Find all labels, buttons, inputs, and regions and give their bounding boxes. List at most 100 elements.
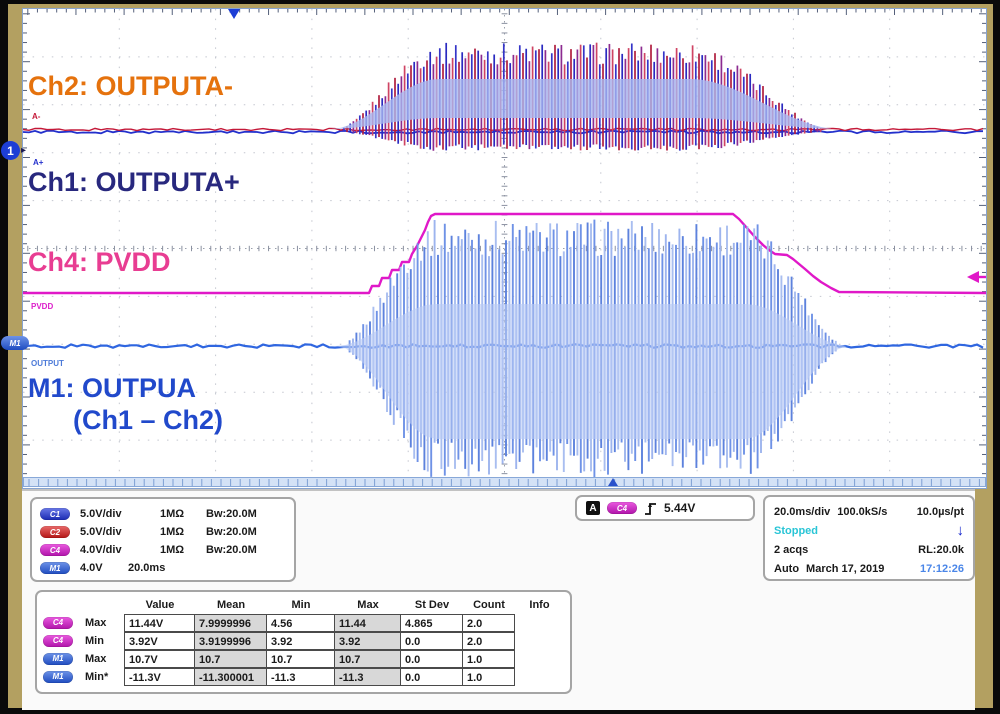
col-mean: Mean xyxy=(216,598,246,611)
meas-max: -11.3 xyxy=(334,667,401,686)
trace-label-ch4: PVDD xyxy=(31,302,54,311)
sample-rate: 100.0kS/s xyxy=(837,505,888,518)
meas-value: -11.3V xyxy=(124,667,195,686)
resolution: 10.0µs/pt xyxy=(916,505,964,518)
ch1-badge: 1 xyxy=(1,141,20,160)
meas-info xyxy=(514,614,564,632)
channel-badge-c1[interactable]: C1 xyxy=(40,508,70,520)
meas-mean: 3.9199996 xyxy=(194,631,267,650)
meas-min: 4.56 xyxy=(266,613,335,632)
meas-mean: 7.9999996 xyxy=(194,613,267,632)
record-length: RL:20.0k xyxy=(918,543,964,556)
meas-min: -11.3 xyxy=(266,667,335,686)
c1-impedance: 1MΩ xyxy=(160,508,185,520)
meas-count: 1.0 xyxy=(462,667,515,686)
readout-area: C1 5.0V/div 1MΩ Bw:20.0M C2 5.0V/div 1MΩ… xyxy=(22,489,975,710)
trigger-panel[interactable]: A C4 5.44V xyxy=(575,495,755,521)
m1-scale: 4.0V xyxy=(80,562,103,574)
meas-label: Max xyxy=(85,616,107,629)
measurements-table: Value Mean Min Max St Dev Count Info C4 … xyxy=(35,590,572,694)
c4-scale: 4.0V/div xyxy=(80,544,122,556)
annotation-m1-line2: (Ch1 – Ch2) xyxy=(73,405,224,435)
meas-info xyxy=(514,632,564,650)
status-row: Stopped ↓ xyxy=(774,521,964,540)
meas-badge-c4[interactable]: C4 xyxy=(43,634,73,647)
meas-badge-m1[interactable]: M1 xyxy=(43,670,73,683)
measurement-row-c4-max: C4 Max 11.44V 7.9999996 4.56 11.44 4.865… xyxy=(43,613,564,632)
meas-stdev: 0.0 xyxy=(400,631,463,650)
meas-stdev: 0.0 xyxy=(400,649,463,668)
channel-row-c2: C2 5.0V/div 1MΩ Bw:20.0M xyxy=(40,523,286,541)
meas-badge-c4[interactable]: C4 xyxy=(43,616,73,629)
waveform-canvas xyxy=(23,9,986,488)
ch1-position-marker[interactable]: 1 ▸ xyxy=(1,141,26,160)
meas-mean: 10.7 xyxy=(194,649,267,668)
col-count: Count xyxy=(473,598,505,611)
meas-value: 3.92V xyxy=(124,631,195,650)
col-min: Min xyxy=(291,598,311,611)
rising-edge-icon xyxy=(645,502,656,515)
trigger-mode: Auto xyxy=(774,562,800,575)
channel-row-c4: C4 4.0V/div 1MΩ Bw:20.0M xyxy=(40,541,286,559)
meas-label: Max xyxy=(85,652,107,665)
datetime-row: Auto March 17, 2019 17:12:26 xyxy=(774,559,964,578)
meas-min: 10.7 xyxy=(266,649,335,668)
meas-value: 11.44V xyxy=(124,613,195,632)
m1-timebase: 20.0ms xyxy=(128,562,166,574)
trace-label-m1: OUTPUT xyxy=(31,359,64,368)
meas-stdev: 0.0 xyxy=(400,667,463,686)
meas-min: 3.92 xyxy=(266,631,335,650)
c4-bandwidth: Bw:20.0M xyxy=(206,544,257,556)
col-stdev: St Dev xyxy=(414,598,450,611)
acqs-row: 2 acqs RL:20.0k xyxy=(774,540,964,559)
horizontal-acquisition-panel: 20.0ms/div 100.0kS/s 10.0µs/pt Stopped ↓… xyxy=(763,495,975,581)
trace-label-ch1: A+ xyxy=(33,158,44,167)
channel-badge-c2[interactable]: C2 xyxy=(40,526,70,538)
meas-info xyxy=(514,668,564,686)
annotation-ch2: Ch2: OUTPUTA- xyxy=(28,71,233,101)
annotation-m1-line1: M1: OUTPUA xyxy=(28,373,196,403)
c2-bandwidth: Bw:20.0M xyxy=(206,526,257,538)
acquisition-count: 2 acqs xyxy=(774,543,809,556)
annotation-ch1: Ch1: OUTPUTA+ xyxy=(28,167,240,197)
screen-background: Ch2: OUTPUTA- Ch1: OUTPUTA+ Ch4: PVDD M1… xyxy=(1,4,993,710)
measurement-row-c4-min: C4 Min 3.92V 3.9199996 3.92 3.92 0.0 2.0 xyxy=(43,631,564,650)
meas-badge-m1[interactable]: M1 xyxy=(43,652,73,665)
trigger-mode-badge: A xyxy=(586,501,600,515)
meas-value: 10.7V xyxy=(124,649,195,668)
c1-bandwidth: Bw:20.0M xyxy=(206,508,257,520)
m1-position-marker[interactable]: M1 xyxy=(1,336,29,350)
trigger-level-value: 5.44V xyxy=(664,501,696,515)
down-arrow-icon[interactable]: ↓ xyxy=(956,521,965,539)
measurement-row-m1-min: M1 Min* -11.3V -11.300001 -11.3 -11.3 0.… xyxy=(43,667,564,686)
meas-max: 3.92 xyxy=(334,631,401,650)
channel-badge-m1[interactable]: M1 xyxy=(40,562,70,574)
waveform-display[interactable]: Ch2: OUTPUTA- Ch1: OUTPUTA+ Ch4: PVDD M1… xyxy=(1,8,987,489)
ch1-arrow-icon: ▸ xyxy=(21,145,27,156)
channel-settings-panel: C1 5.0V/div 1MΩ Bw:20.0M C2 5.0V/div 1MΩ… xyxy=(30,497,296,582)
col-info: Info xyxy=(529,598,550,611)
meas-max: 10.7 xyxy=(334,649,401,668)
trace-label-ch2: A- xyxy=(32,112,41,121)
meas-max: 11.44 xyxy=(334,613,401,632)
meas-count: 1.0 xyxy=(462,649,515,668)
c4-impedance: 1MΩ xyxy=(160,544,185,556)
c2-impedance: 1MΩ xyxy=(160,526,185,538)
time-label: 17:12:26 xyxy=(919,562,964,575)
channel-badge-c4[interactable]: C4 xyxy=(40,544,70,556)
timebase-value: 20.0ms/div xyxy=(774,505,831,518)
c2-scale: 5.0V/div xyxy=(80,526,122,538)
meas-label: Min xyxy=(85,634,104,647)
measurements-header: Value Mean Min Max St Dev Count Info xyxy=(43,595,564,614)
timebase-row: 20.0ms/div 100.0kS/s 10.0µs/pt xyxy=(774,502,964,521)
meas-label: Min* xyxy=(85,670,109,683)
trigger-source-badge[interactable]: C4 xyxy=(607,502,637,514)
col-value: Value xyxy=(145,598,175,611)
c1-scale: 5.0V/div xyxy=(80,508,122,520)
meas-stdev: 4.865 xyxy=(400,613,463,632)
measurement-row-m1-max: M1 Max 10.7V 10.7 10.7 10.7 0.0 1.0 xyxy=(43,649,564,668)
meas-mean: -11.300001 xyxy=(194,667,267,686)
channel-row-m1: M1 4.0V 20.0ms xyxy=(40,559,286,577)
annotation-ch4: Ch4: PVDD xyxy=(28,247,171,277)
